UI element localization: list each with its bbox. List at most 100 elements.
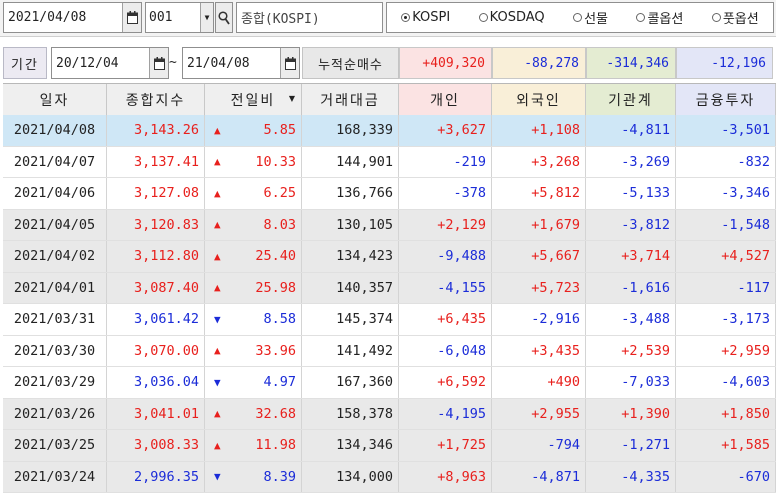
- cell-index: 3,143.26: [107, 115, 205, 146]
- col-volume[interactable]: 거래대금: [302, 84, 399, 115]
- cell-index: 3,036.04: [107, 367, 205, 398]
- stock-name-field: 종합(KOSPI): [236, 2, 383, 33]
- triangle-up-icon: ▲: [214, 407, 221, 421]
- cell-finance: -4,603: [676, 367, 776, 398]
- cell-institution: +2,539: [586, 335, 676, 366]
- cell-finance: -670: [676, 461, 776, 492]
- cell-foreign: -794: [492, 430, 586, 461]
- cell-finance: -117: [676, 272, 776, 303]
- table-row[interactable]: 2021/04/02 3,112.80 ▲ 25.40 134,423 -9,488 +5,…: [3, 241, 776, 273]
- col-index[interactable]: 종합지수: [107, 84, 205, 115]
- cell-finance: +1,850: [676, 398, 776, 429]
- market-radio-0[interactable]: KOSPI: [401, 10, 450, 25]
- table-row[interactable]: 2021/03/26 3,041.01 ▲ 32.68 158,378 -4,195 +2,…: [3, 398, 776, 430]
- search-button[interactable]: [215, 2, 233, 33]
- cell-foreign: +3,435: [492, 335, 586, 366]
- table-row[interactable]: 2021/03/24 2,996.35 ▼ 8.39 134,000 +8,963 -4,8…: [3, 461, 776, 493]
- radio-unchecked-icon[interactable]: [636, 13, 646, 22]
- market-radio-3[interactable]: 콜옵션: [636, 8, 683, 27]
- code-value[interactable]: 001: [149, 10, 173, 25]
- cell-date: 2021/03/24: [3, 461, 107, 492]
- chevron-down-icon[interactable]: ▼: [200, 3, 213, 32]
- col-institution[interactable]: 기관계: [586, 84, 676, 115]
- cell-index: 3,008.33: [107, 430, 205, 461]
- calendar-icon[interactable]: [149, 48, 168, 78]
- cell-date: 2021/04/08: [3, 115, 107, 146]
- triangle-up-icon: ▲: [214, 123, 221, 137]
- date-value[interactable]: 2021/04/08: [8, 10, 87, 25]
- table-row[interactable]: 2021/03/31 3,061.42 ▼ 8.58 145,374 +6,435 -2,9…: [3, 304, 776, 336]
- market-radio-1[interactable]: KOSDAQ: [478, 10, 545, 25]
- cell-finance: -3,173: [676, 304, 776, 335]
- calendar-icon[interactable]: [280, 48, 299, 78]
- table-row[interactable]: 2021/04/01 3,087.40 ▲ 25.98 140,357 -4,155 +5,…: [3, 272, 776, 304]
- table-row[interactable]: 2021/04/05 3,120.83 ▲ 8.03 130,105 +2,129 +1,6…: [3, 209, 776, 241]
- radio-checked-icon[interactable]: [401, 13, 411, 22]
- change-value: 8.39: [263, 468, 296, 485]
- col-date[interactable]: 일자: [3, 84, 107, 115]
- code-combobox[interactable]: 001 ▼: [145, 2, 214, 33]
- sort-down-icon[interactable]: ▼: [288, 94, 297, 103]
- table-row[interactable]: 2021/04/08 3,143.26 ▲ 5.85 168,339 +3,627 +1,1…: [3, 115, 776, 147]
- cell-index: 3,112.80: [107, 241, 205, 272]
- cell-institution: -3,269: [586, 146, 676, 177]
- cell-change: ▲ 25.98: [205, 272, 302, 303]
- table-row[interactable]: 2021/03/29 3,036.04 ▼ 4.97 167,360 +6,592 +490…: [3, 367, 776, 399]
- market-radio-4[interactable]: 풋옵션: [711, 8, 759, 27]
- cell-institution: -1,616: [586, 272, 676, 303]
- cell-foreign: +490: [492, 367, 586, 398]
- triangle-down-icon: ▼: [214, 312, 221, 326]
- cell-index: 3,127.08: [107, 178, 205, 209]
- cell-volume: 134,423: [302, 241, 399, 272]
- change-value: 33.96: [255, 342, 296, 359]
- cell-foreign: +5,667: [492, 241, 586, 272]
- cell-date: 2021/03/26: [3, 398, 107, 429]
- cell-individual: +6,435: [399, 304, 492, 335]
- cell-finance: +2,959: [676, 335, 776, 366]
- col-individual[interactable]: 개인: [399, 84, 492, 115]
- col-finance[interactable]: 금융투자: [676, 84, 776, 115]
- table-row[interactable]: 2021/03/30 3,070.00 ▲ 33.96 141,492 -6,048 +3,…: [3, 335, 776, 367]
- change-value: 8.58: [263, 311, 296, 328]
- market-radio-label: KOSDAQ: [489, 10, 545, 25]
- table-row[interactable]: 2021/03/25 3,008.33 ▲ 11.98 134,346 +1,725 -79…: [3, 430, 776, 462]
- cell-institution: +3,714: [586, 241, 676, 272]
- calendar-icon[interactable]: [122, 3, 141, 32]
- cell-change: ▲ 32.68: [205, 398, 302, 429]
- cell-volume: 136,766: [302, 178, 399, 209]
- radio-unchecked-icon[interactable]: [478, 13, 488, 22]
- period-from-value[interactable]: 20/12/04: [56, 55, 119, 71]
- col-change[interactable]: 전일비 ▼: [205, 84, 302, 115]
- cell-foreign: +5,723: [492, 272, 586, 303]
- cell-volume: 130,105: [302, 209, 399, 240]
- table-row[interactable]: 2021/04/07 3,137.41 ▲ 10.33 144,901 -219 +3,26…: [3, 146, 776, 178]
- triangle-up-icon: ▲: [214, 281, 221, 295]
- period-from-picker[interactable]: 20/12/04: [51, 47, 169, 79]
- search-icon: [218, 10, 230, 25]
- cum-finance: -12,196: [676, 47, 773, 79]
- table-row[interactable]: 2021/04/06 3,127.08 ▲ 6.25 136,766 -378 +5,812…: [3, 178, 776, 210]
- cell-institution: -4,811: [586, 115, 676, 146]
- change-value: 4.97: [263, 374, 296, 391]
- cell-index: 3,087.40: [107, 272, 205, 303]
- cell-finance: -832: [676, 146, 776, 177]
- cell-date: 2021/03/29: [3, 367, 107, 398]
- cell-date: 2021/03/31: [3, 304, 107, 335]
- col-foreign[interactable]: 외국인: [492, 84, 586, 115]
- radio-unchecked-icon[interactable]: [573, 13, 583, 22]
- change-value: 32.68: [255, 405, 296, 422]
- cell-institution: -3,488: [586, 304, 676, 335]
- table-header: 일자 종합지수 전일비 ▼ 거래대금 개인 외국인 기관계 금융투자: [3, 84, 776, 115]
- period-to-picker[interactable]: 21/04/08: [182, 47, 300, 79]
- market-radio-2[interactable]: 선물: [573, 8, 608, 27]
- cell-index: 3,041.01: [107, 398, 205, 429]
- cell-volume: 145,374: [302, 304, 399, 335]
- period-to-value[interactable]: 21/04/08: [187, 55, 250, 71]
- cell-date: 2021/04/07: [3, 146, 107, 177]
- radio-unchecked-icon[interactable]: [711, 13, 721, 22]
- cell-individual: +3,627: [399, 115, 492, 146]
- cell-finance: +1,585: [676, 430, 776, 461]
- change-value: 5.85: [263, 122, 296, 139]
- date-picker[interactable]: 2021/04/08: [3, 2, 142, 33]
- cell-individual: +1,725: [399, 430, 492, 461]
